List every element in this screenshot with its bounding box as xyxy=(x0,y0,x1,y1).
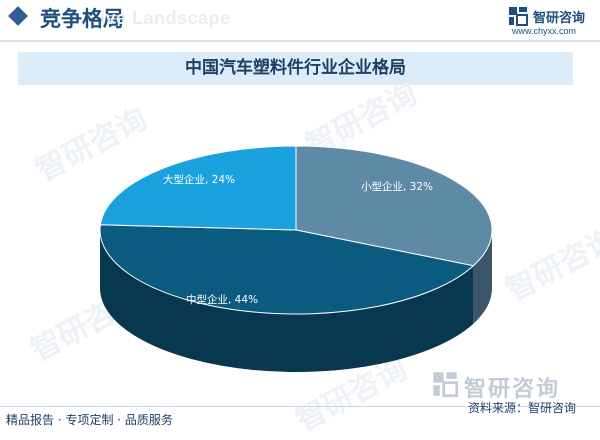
brand-mark-icon xyxy=(509,7,528,26)
pie-side-wall xyxy=(100,230,474,372)
pie-slice-small xyxy=(295,145,493,267)
footer-tagline: 精品报告 · 专项定制 · 品质服务 xyxy=(6,413,173,427)
chart-title-band: 中国汽车塑料件行业企业格局 xyxy=(18,52,573,85)
slice-label: 大型企业, 24% xyxy=(163,173,235,186)
section-header: 竞争格局 ive Landscape xyxy=(0,0,600,40)
slice-label: 中型企业, 44% xyxy=(186,293,258,306)
pie-side-wall xyxy=(473,230,492,324)
brand-logo: 智研咨询 www.chyxx.com xyxy=(508,4,598,36)
pie-side-walls xyxy=(100,230,492,372)
section-subtitle: ive Landscape xyxy=(100,8,231,28)
pie-slice-medium xyxy=(99,224,475,315)
footer-logo-text: 智研咨询 xyxy=(464,377,561,402)
slice-label: 小型企业, 32% xyxy=(361,180,433,193)
brand-name: 智研咨询 xyxy=(533,11,586,26)
footer-divider xyxy=(0,406,600,407)
footer-logo-icon xyxy=(433,372,458,397)
chart-title: 中国汽车塑料件行业企业格局 xyxy=(185,58,406,78)
pie-slice-large xyxy=(99,145,297,231)
pie-slices xyxy=(99,145,493,315)
footer-source: 资料来源：智研咨询 xyxy=(468,401,577,415)
section-title: 竞争格局 xyxy=(40,6,124,31)
footer-logo: 智研咨询 xyxy=(432,371,582,402)
pie-chart: 小型企业, 32% 中型企业, 44% 大型企业, 24% xyxy=(99,145,493,372)
brand-url: www.chyxx.com xyxy=(512,26,577,36)
header-divider xyxy=(0,40,600,42)
